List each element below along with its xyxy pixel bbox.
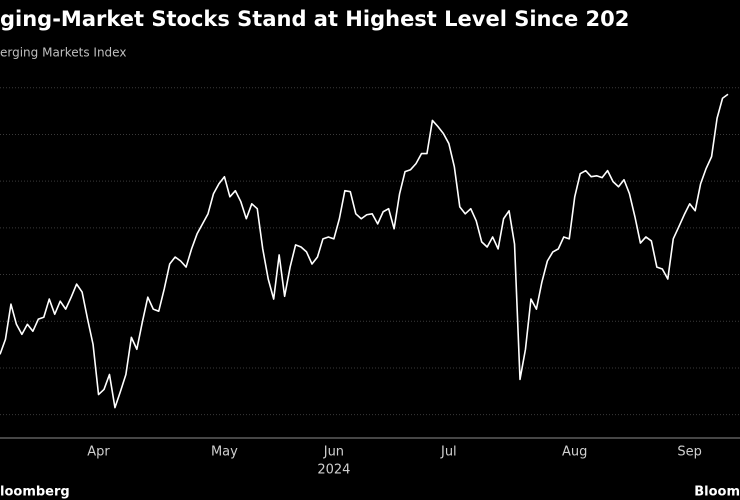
- footer-source: loomberg: [0, 485, 70, 500]
- chart-title: ging-Market Stocks Stand at Highest Leve…: [0, 7, 629, 31]
- chart-subtitle: erging Markets Index: [0, 46, 126, 60]
- x-tick-label: Jul: [440, 445, 457, 460]
- x-tick-label: Apr: [87, 445, 110, 460]
- x-year-label: 2024: [317, 463, 350, 478]
- footer-brand: Bloom: [694, 485, 740, 500]
- index-line: [0, 93, 729, 409]
- x-tick-label: Sep: [677, 445, 702, 460]
- x-tick-label: May: [211, 445, 238, 460]
- x-tick-label: Aug: [562, 445, 587, 460]
- x-tick-label: Jun: [323, 445, 344, 460]
